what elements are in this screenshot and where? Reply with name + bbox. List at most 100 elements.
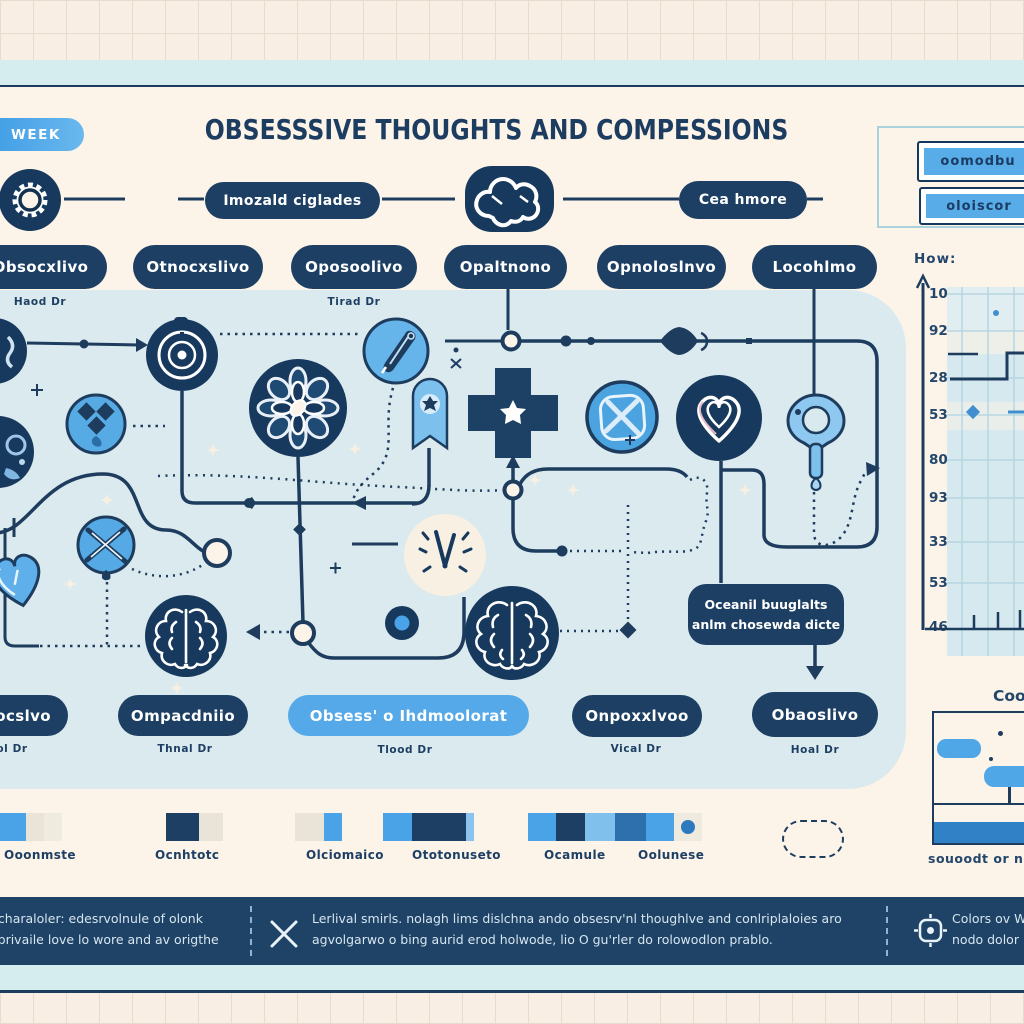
obsessive-pill-4: Opaltnono xyxy=(444,245,567,289)
footer-col1-line2: a privaile love lo wore and av origthe xyxy=(0,932,219,947)
gantt-dot-2 xyxy=(989,757,993,761)
bottom-pill-3: Obsess' o Ihdmoolorat xyxy=(288,695,529,736)
legend-cell xyxy=(585,813,615,841)
obsessive-pill-5: Opnoloslnvo xyxy=(597,245,726,289)
legend-group-2-swatches xyxy=(166,813,223,841)
panel-field-1-value: oomodbu xyxy=(924,148,1024,175)
top-right-panel xyxy=(877,126,1024,228)
footer-col2-line1: Lerlival smirls. nolagh lims dislchna an… xyxy=(312,911,842,926)
legend-cell xyxy=(528,813,556,841)
chart-tick-9: 46 xyxy=(929,619,948,635)
obsessive-caption-1: Haod Dr xyxy=(13,296,67,308)
bottom-cyan-band xyxy=(0,965,1024,990)
chart-tick-8: 53 xyxy=(929,575,948,591)
flow-node-label-2: Cea hmore xyxy=(679,181,807,219)
thought-box-line2: anlm chosewda dicte xyxy=(691,616,841,632)
chart-title: How: xyxy=(914,251,957,267)
legend-dot xyxy=(681,820,695,834)
legend-cell xyxy=(556,813,585,841)
bottom-pill-4: Onpoxxlvoo xyxy=(572,695,702,737)
obsessive-pill-2-text: Otnocxslivo xyxy=(146,258,250,276)
obsessive-pill-6-text: Locohlmo xyxy=(772,258,857,276)
legend-cell xyxy=(324,813,342,841)
obsessive-pill-6: Locohlmo xyxy=(752,245,877,289)
chart-tick-5: 80 xyxy=(929,452,948,468)
bottom-caption-5: Hoal Dr xyxy=(790,744,840,756)
flow-node-label-1-text: Imozald ciglades xyxy=(223,192,362,209)
page-title: OBSESSSIVE THOUGHTS AND COMPESSIONS xyxy=(204,113,789,146)
obsessive-pill-3: Oposoolivo xyxy=(291,245,417,289)
bottom-pill-3-text: Obsess' o Ihdmoolorat xyxy=(309,706,508,725)
footer-col1: d charaloler: edesrvolnule of olonk a pr… xyxy=(0,908,219,950)
footer-separator-2 xyxy=(886,906,888,956)
gantt-box xyxy=(932,711,1024,845)
flow-node-label-1: Imozald ciglades xyxy=(205,182,380,219)
obsessive-caption-2: Tirad Dr xyxy=(327,296,381,308)
footer-col3-line1: Colors ov W xyxy=(952,911,1024,926)
flow-node-label-2-text: Cea hmore xyxy=(698,192,788,208)
gantt-connector xyxy=(1008,787,1011,805)
gantt-dot-1 xyxy=(998,731,1003,736)
gantt-title: Coo xyxy=(993,687,1024,705)
legend-cell xyxy=(615,813,646,841)
legend-group-1-label: Ooonmste xyxy=(4,848,76,862)
obsessive-pill-1-text: Obsocxlivo xyxy=(0,258,89,276)
gantt-divider xyxy=(932,803,1024,805)
legend-cell xyxy=(383,813,412,841)
bottom-caption-1: ol Dr xyxy=(0,743,28,755)
legend-group-3-label: Olciomaico xyxy=(306,848,384,862)
bottom-pill-1-text: Obocslvo xyxy=(0,706,52,725)
legend-group-2-label: Ocnhtotc xyxy=(155,848,220,862)
legend-group-5b-label: Oolunese xyxy=(638,848,705,862)
legend-cell xyxy=(674,813,702,841)
legend-cell xyxy=(0,813,26,841)
legend-cell xyxy=(26,813,44,841)
chart-tick-2: 92 xyxy=(929,323,948,339)
legend-group-3-swatches xyxy=(295,813,342,841)
panel-field-2-value: oloiscor xyxy=(926,194,1024,218)
legend-group-5a-label: Ocamule xyxy=(544,848,606,862)
legend-group-1-swatches xyxy=(0,813,62,841)
bottom-pill-5-text: Obaoslivo xyxy=(771,705,859,724)
bottom-rule xyxy=(0,990,1024,993)
bottom-pill-4-text: Onpoxxlvoo xyxy=(585,707,689,725)
gantt-total-bar xyxy=(934,822,1024,843)
top-rule xyxy=(0,85,1024,88)
chart-tick-7: 33 xyxy=(929,534,948,550)
legend-cell xyxy=(166,813,199,841)
thought-box-line1: Oceanil buuglalts xyxy=(704,597,828,613)
footer-separator-1 xyxy=(250,906,252,956)
bottom-caption-3: Tlood Dr xyxy=(377,744,433,756)
week-badge: WEEK xyxy=(0,118,84,151)
legend-cell xyxy=(199,813,223,841)
bottom-pill-1: Obocslvo xyxy=(0,695,68,736)
chart-tick-6: 93 xyxy=(929,490,948,506)
legend-cell xyxy=(646,813,674,841)
bottom-pill-2: Ompacdniio xyxy=(118,695,248,736)
footer-col2-line2: agvolgarwo o bing aurid erod holwode, li… xyxy=(312,932,773,947)
legend-cell xyxy=(44,813,62,841)
chart-tick-1: 10 xyxy=(929,286,948,302)
obsessive-pill-5-text: Opnoloslnvo xyxy=(606,258,717,276)
week-badge-label: WEEK xyxy=(11,126,61,143)
obsessive-pill-1: Obsocxlivo xyxy=(0,245,107,289)
legend-group-5-swatches xyxy=(528,813,702,841)
obsessive-pill-3-text: Oposoolivo xyxy=(305,258,403,276)
footer-band xyxy=(0,897,1024,965)
legend-cell xyxy=(466,813,474,841)
legend-cell xyxy=(412,813,466,841)
panel-field-1: oomodbu xyxy=(917,141,1024,182)
legend-group-4-swatches xyxy=(383,813,474,841)
legend-cell xyxy=(295,813,324,841)
gantt-caption: souoodt or noo xyxy=(928,851,1024,866)
bottom-pill-2-text: Ompacdniio xyxy=(130,706,236,725)
obsessive-pill-4-text: Opaltnono xyxy=(459,258,552,276)
bottom-pill-5: Obaoslivo xyxy=(752,692,878,737)
thought-box: Oceanil buuglalts anlm chosewda dicte xyxy=(688,584,844,645)
gantt-bar-2 xyxy=(984,766,1024,787)
footer-col3-line2: nodo dolor xyxy=(952,932,1019,947)
gantt-bar-1 xyxy=(937,739,981,758)
footer-col3: Colors ov W nodo dolor xyxy=(952,908,1024,950)
chart-tick-4: 53 xyxy=(929,407,948,423)
footer-col1-line1: d charaloler: edesrvolnule of olonk xyxy=(0,911,203,926)
